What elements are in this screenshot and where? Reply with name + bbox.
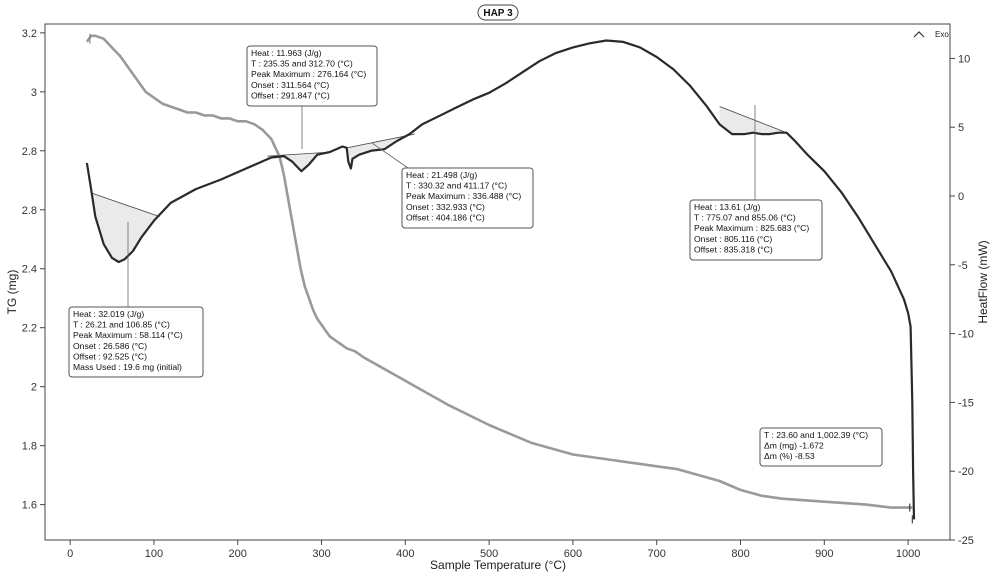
annotation-line: Heat : 13.61 (J/g)	[694, 202, 761, 212]
y-right-tick-label: -20	[958, 466, 974, 478]
annotation-box-3	[689, 199, 823, 261]
y-left-axis-label: TG (mg)	[5, 270, 19, 315]
y-left-tick-label: 3	[31, 87, 37, 99]
x-tick-label: 600	[564, 548, 582, 560]
annotation-line: T : 775.07 and 855.06 (°C)	[694, 213, 796, 223]
y-left-tick-label: 3.2	[22, 28, 37, 40]
annotation-line: T : 26.21 and 106.85 (°C)	[73, 320, 170, 330]
x-tick-label: 700	[648, 548, 666, 560]
annotation-line: Heat : 32.019 (J/g)	[73, 309, 144, 319]
annotation-box-1	[246, 45, 378, 107]
annotation-line: T : 330.32 and 411.17 (°C)	[406, 181, 507, 191]
annotation-line: Δm (mg) -1.672	[764, 441, 824, 451]
chart-title-pill	[477, 4, 519, 21]
annotation-line: Onset : 311.564 (°C)	[251, 80, 329, 90]
peak-area-1	[92, 193, 160, 262]
y-left-tick-label: 2.4	[22, 264, 37, 276]
peak-baseline-1	[91, 192, 160, 218]
annotation-line: Offset : 291.847 (°C)	[251, 90, 330, 100]
annotation-line: Offset : 835.318 (°C)	[694, 244, 773, 254]
axes: 0 100 200 300 400 500 600 700 800 900 10001.61.822…	[22, 23, 974, 560]
annotation-line: Peak Maximum : 336.488 (°C)	[406, 191, 521, 201]
plot-frame	[44, 23, 951, 541]
annotation-line: Peak Maximum : 276.164 (°C)	[251, 69, 366, 79]
y-left-tick-label: 2.8	[22, 205, 37, 217]
y-right-tick-label: -10	[958, 329, 974, 341]
chart-title: HAP 3	[483, 8, 513, 19]
annotation-line: Peak Maximum : 825.683 (°C)	[694, 223, 809, 233]
annotation-boxes: Heat : 11.963 (J/g)T : 235.35 and 312.70…	[68, 45, 883, 467]
x-tick-label: 200	[229, 548, 247, 560]
annotation-line: Heat : 11.963 (J/g)	[251, 48, 322, 58]
y-right-tick-label: -25	[958, 535, 974, 547]
peak-area-3	[346, 130, 415, 166]
y-right-tick-label: 10	[958, 53, 970, 65]
y-left-tick-label: 2.2	[22, 323, 37, 335]
y-left-tick-label: 2	[31, 382, 37, 394]
annotation-line: Δm (%) -8.53	[764, 451, 815, 461]
exo-up-arrow-icon	[913, 31, 925, 38]
tg-series-line	[85, 34, 913, 509]
x-tick-label: 500	[480, 548, 498, 560]
annotation-box-2	[401, 167, 534, 229]
y-right-tick-label: 5	[958, 122, 964, 134]
x-tick-label: 100	[145, 548, 163, 560]
x-tick-label: 400	[396, 548, 414, 560]
y-right-tick-label: 0	[958, 191, 964, 203]
annotation-box-4	[68, 306, 204, 378]
y-right-tick-label: -15	[958, 397, 974, 409]
y-right-tick-label: -5	[958, 260, 968, 272]
chart-title-group: HAP 3	[477, 4, 519, 21]
peak-baseline-4	[719, 106, 787, 134]
x-tick-label: 900	[815, 548, 833, 560]
x-tick-label: 300	[312, 548, 330, 560]
annotation-line: T : 235.35 and 312.70 (°C)	[251, 59, 353, 69]
annotation-line: Offset : 92.525 (°C)	[73, 351, 147, 361]
exo-indicator: Exo	[913, 30, 949, 39]
annotation-line: Onset : 26.586 (°C)	[73, 341, 147, 351]
plot-area	[85, 33, 916, 524]
y-left-tick-label: 1.8	[22, 441, 37, 453]
annotation-line: T : 23.60 and 1,002.39 (°C)	[764, 430, 868, 440]
annotation-box-5	[759, 427, 883, 467]
x-tick-label: 1000	[896, 548, 920, 560]
x-tick-label: 800	[731, 548, 749, 560]
exo-label: Exo	[935, 30, 949, 39]
x-tick-label: 0	[67, 548, 73, 560]
annotation-line: Onset : 805.116 (°C)	[694, 234, 772, 244]
annotation-line: Heat : 21.498 (J/g)	[406, 170, 477, 180]
y-left-tick-label: 1.6	[22, 500, 37, 512]
annotation-leader-2	[371, 142, 409, 169]
heatflow-series-line	[85, 39, 916, 520]
y-right-axis-label: HeatFlow (mW)	[976, 240, 990, 323]
annotation-line: Offset : 404.186 (°C)	[406, 212, 485, 222]
annotation-line: Peak Maximum : 58.114 (°C)	[73, 330, 183, 340]
annotation-line: Onset : 332.933 (°C)	[406, 202, 485, 212]
annotation-line: Mass Used : 19.6 mg (initial)	[73, 362, 182, 372]
y-left-tick-label: 2.8	[22, 146, 37, 158]
x-axis-label: Sample Temperature (°C)	[430, 558, 566, 572]
